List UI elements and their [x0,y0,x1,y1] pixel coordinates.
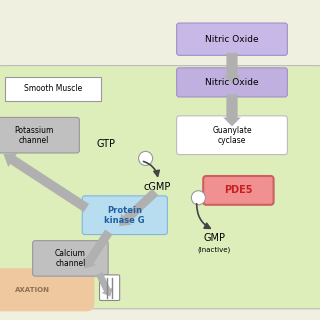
FancyBboxPatch shape [177,68,287,97]
FancyBboxPatch shape [100,275,120,300]
Circle shape [139,151,153,165]
Text: Guanylate
cyclase: Guanylate cyclase [212,126,252,145]
Text: GMP: GMP [204,233,225,244]
Text: Smooth Muscle: Smooth Muscle [24,84,82,93]
FancyBboxPatch shape [5,77,101,101]
FancyArrow shape [96,272,113,297]
FancyArrow shape [4,153,89,212]
Text: AXATION: AXATION [14,287,50,293]
Text: PDE5: PDE5 [224,185,253,196]
Text: (Inactive): (Inactive) [198,246,231,253]
Text: Potassium
channel: Potassium channel [14,126,53,145]
FancyBboxPatch shape [33,241,108,276]
FancyArrow shape [223,94,241,126]
FancyArrow shape [223,53,241,84]
Text: Protein
kinase G: Protein kinase G [105,206,145,225]
FancyBboxPatch shape [177,116,287,155]
FancyArrow shape [83,229,113,269]
Bar [101,276,118,299]
FancyBboxPatch shape [0,66,320,309]
Text: GTP: GTP [96,139,115,149]
FancyBboxPatch shape [0,268,94,311]
FancyBboxPatch shape [177,23,287,55]
Text: Calcium
channel: Calcium channel [55,249,86,268]
FancyBboxPatch shape [82,196,167,235]
Text: Nitric Oxide: Nitric Oxide [205,35,259,44]
FancyArrow shape [119,189,158,226]
FancyBboxPatch shape [203,176,274,205]
Circle shape [191,191,205,205]
Text: Nitric Oxide: Nitric Oxide [205,78,259,87]
FancyBboxPatch shape [0,117,79,153]
Text: cGMP: cGMP [143,182,171,192]
